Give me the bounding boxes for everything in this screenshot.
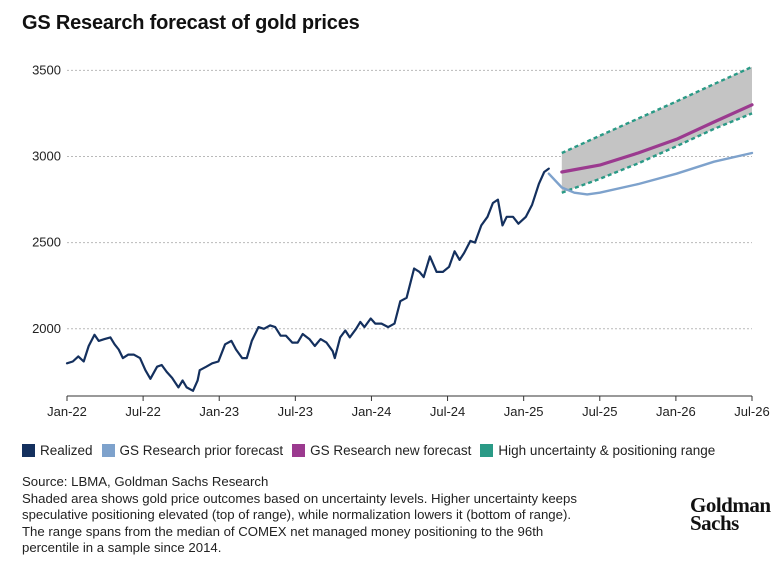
x-tick-label-Jan-24: Jan-24 bbox=[352, 404, 392, 419]
uncertainty-band-lower bbox=[561, 112, 753, 194]
legend-label-realized: Realized bbox=[40, 443, 93, 458]
x-tick-label-Jan-23: Jan-23 bbox=[199, 404, 239, 419]
x-tick-label-Jul-22: Jul-22 bbox=[125, 404, 160, 419]
footnotes: Source: LBMA, Goldman Sachs Research Sha… bbox=[22, 474, 582, 557]
x-tick-label-Jan-25: Jan-25 bbox=[504, 404, 544, 419]
x-tick-label-Jul-23: Jul-23 bbox=[278, 404, 313, 419]
chart-title: GS Research forecast of gold prices bbox=[22, 12, 360, 34]
legend-item-realized: Realized bbox=[22, 443, 93, 458]
x-tick-label-Jan-26: Jan-26 bbox=[656, 404, 696, 419]
new-forecast-line bbox=[560, 103, 754, 174]
legend-item-prior-forecast: GS Research prior forecast bbox=[101, 443, 284, 458]
prior-forecast-line bbox=[547, 151, 754, 196]
source-note: Source: LBMA, Goldman Sachs Research bbox=[22, 474, 269, 489]
legend-label-prior-forecast: GS Research prior forecast bbox=[119, 443, 284, 458]
legend-swatch-new-forecast bbox=[292, 444, 306, 457]
legend: Realized GS Research prior forecast GS R… bbox=[22, 443, 724, 458]
legend-item-range: High uncertainty & positioning range bbox=[480, 443, 715, 458]
realized-line bbox=[65, 167, 550, 392]
x-tick-label-Jan-22: Jan-22 bbox=[47, 404, 87, 419]
x-tick-label-Jul-25: Jul-25 bbox=[582, 404, 617, 419]
x-tick-label-Jul-24: Jul-24 bbox=[430, 404, 465, 419]
legend-swatch-realized bbox=[22, 444, 35, 457]
logo-line-2: Sachs bbox=[690, 511, 739, 535]
y-tick-label-2500: 2500 bbox=[32, 235, 61, 250]
methodology-note: Shaded area shows gold price outcomes ba… bbox=[22, 490, 577, 556]
legend-swatch-prior-forecast bbox=[101, 444, 115, 457]
goldman-sachs-logo: Goldman Sachs bbox=[690, 493, 771, 535]
legend-label-range: High uncertainty & positioning range bbox=[498, 443, 716, 458]
legend-item-new-forecast: GS Research new forecast bbox=[292, 443, 471, 458]
y-tick-label-2000: 2000 bbox=[32, 321, 61, 336]
legend-swatch-range bbox=[480, 444, 494, 457]
legend-label-new-forecast: GS Research new forecast bbox=[310, 443, 472, 458]
logo-line-1: Goldman bbox=[690, 493, 771, 517]
x-tick-label-Jul-26: Jul-26 bbox=[734, 404, 769, 419]
y-tick-label-3000: 3000 bbox=[32, 148, 61, 163]
uncertainty-band-area bbox=[561, 66, 752, 193]
y-tick-label-3500: 3500 bbox=[32, 62, 61, 77]
gold-price-chart: 2000 2500 3000 3500 Jan-22 Jul-22 Jan-23 Jul-2… bbox=[32, 62, 770, 419]
